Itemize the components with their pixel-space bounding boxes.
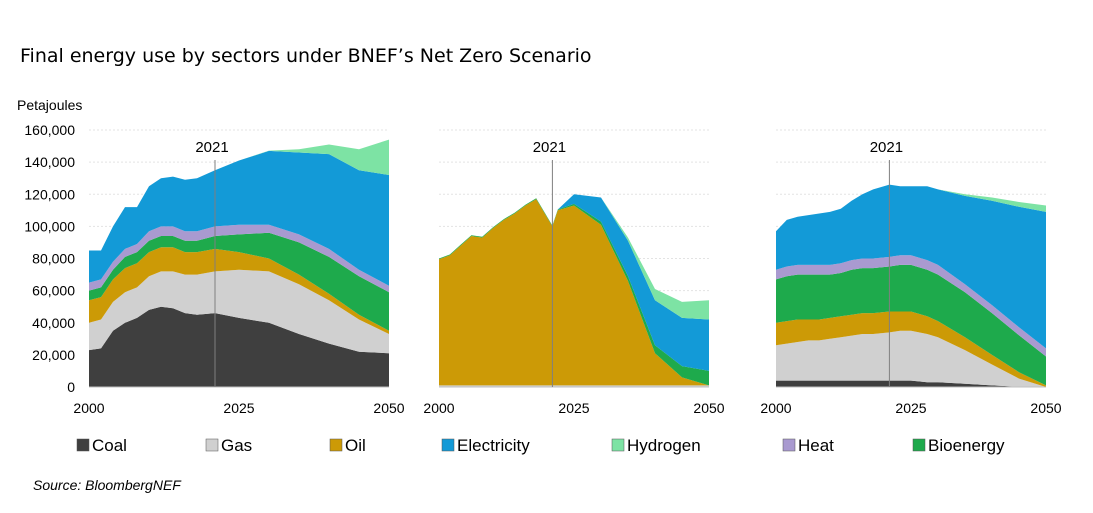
legend-swatch [912,438,926,452]
y-tick-label: 60,000 [32,283,75,299]
area-gas-panel-1 [89,269,389,354]
y-tick-label: 100,000 [24,218,75,234]
area-bioenergy-panel-3 [776,264,1046,386]
area-heat-panel-3 [776,255,1046,357]
panel-3: 2021 2000 2025 2050 [760,129,1062,416]
legend-label: Gas [221,436,252,455]
legend-swatch [441,438,455,452]
legend-item-coal: Coal [76,436,127,455]
y-tick-label: 20,000 [32,347,75,363]
area-electricity-panel-1 [89,150,389,286]
y-tick-label: 80,000 [32,251,75,267]
legend-label: Hydrogen [627,436,701,455]
y-axis-unit-label: Petajoules [17,97,82,113]
legend-item-oil: Oil [329,436,366,455]
legend-swatch [782,438,796,452]
x-tick-label: 2000 [760,400,791,416]
legend-swatch [205,438,219,452]
chart-panels: 2021 2000 2025 2050 2021 2000 2025 2050 2021 2000… [73,129,1062,416]
x-tick-label: 2025 [223,400,254,416]
legend-label: Heat [798,436,834,455]
year-marker-label: 2021 [533,139,566,156]
area-hydrogen-panel-3 [776,184,1046,232]
panel-1: 2021 2000 2025 2050 [73,129,405,416]
y-tick-label: 140,000 [24,154,75,170]
panel-2: 2021 2000 2025 2050 [423,129,725,416]
y-tick-label: 160,000 [24,122,75,138]
legend-label: Electricity [457,436,530,455]
area-gas-panel-3 [776,330,1046,387]
x-tick-label: 2050 [373,400,404,416]
legend-item-bioenergy: Bioenergy [912,436,1005,455]
y-axis: 0 20,000 40,000 60,000 80,000 100,000 120,000 1… [24,122,75,395]
legend-item-gas: Gas [205,436,252,455]
x-tick-label: 2050 [693,400,724,416]
x-tick-label: 2025 [558,400,589,416]
chart-title: Final energy use by sectors under BNEF’s… [20,45,592,67]
legend-swatch [76,438,90,452]
x-tick-label: 2050 [1030,400,1061,416]
area-oil-panel-1 [89,247,389,334]
source-note: Source: BloombergNEF [33,477,182,493]
y-tick-label: 120,000 [24,186,75,202]
area-oil-panel-3 [776,311,1046,387]
area-hydrogen-panel-2 [439,194,709,320]
legend-item-hydrogen: Hydrogen [611,436,701,455]
area-coal-panel-1 [89,306,389,387]
area-hydrogen-panel-1 [89,139,389,251]
legend: Coal Gas Oil Electricity Hydrogen Heat Bioener… [76,436,1005,455]
area-electricity-panel-2 [439,194,709,371]
legend-swatch [611,438,625,452]
year-marker-label: 2021 [870,139,903,156]
y-tick-label: 0 [67,379,75,395]
legend-item-electricity: Electricity [441,436,530,455]
x-tick-label: 2025 [895,400,926,416]
area-coal-panel-3 [776,380,1046,387]
x-tick-label: 2000 [73,400,104,416]
area-bioenergy-panel-1 [89,232,389,331]
legend-swatch [329,438,343,452]
area-oil-panel-2 [439,199,709,386]
area-bioenergy-panel-2 [439,198,709,386]
legend-item-heat: Heat [782,436,834,455]
y-tick-label: 40,000 [32,315,75,331]
area-electricity-panel-3 [776,184,1046,349]
area-heat-panel-1 [89,224,389,293]
year-marker-label: 2021 [195,139,228,156]
x-tick-label: 2000 [423,400,454,416]
legend-label: Bioenergy [928,436,1005,455]
legend-label: Coal [92,436,127,455]
legend-label: Oil [345,436,366,455]
